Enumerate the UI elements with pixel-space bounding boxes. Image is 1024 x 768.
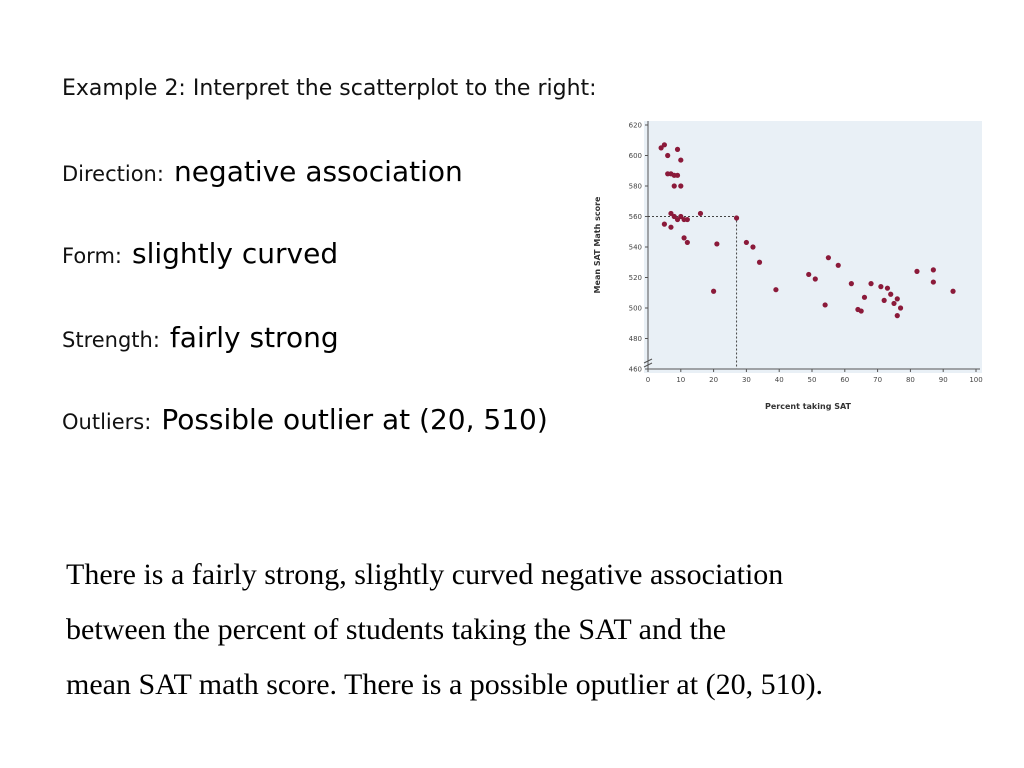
data-point	[914, 268, 920, 274]
data-point	[773, 287, 779, 293]
data-point	[661, 142, 667, 148]
strength-answer: fairly strong	[169, 321, 339, 354]
data-point	[668, 210, 674, 217]
data-point	[668, 224, 674, 230]
direction-label: Direction:	[62, 162, 164, 186]
y-tick-label: 540	[629, 244, 642, 252]
data-point	[671, 183, 677, 189]
data-point	[897, 305, 904, 311]
data-point	[858, 308, 864, 314]
summary-line-1: There is a fairly strong, slightly curve…	[66, 558, 784, 591]
y-axis-label: Mean SAT Math score	[593, 196, 602, 293]
strength-row: Strength: fairly strong	[62, 321, 339, 354]
y-tick-label: 520	[629, 274, 642, 282]
data-point	[822, 302, 828, 308]
axis-break-mark	[643, 358, 653, 368]
x-tick-label: 0	[646, 376, 650, 384]
x-tick-label: 90	[939, 376, 948, 384]
y-tick-label: 620	[629, 122, 642, 130]
x-tick-label: 10	[676, 376, 685, 384]
x-tick-label: 80	[906, 376, 915, 384]
outliers-label: Outliers:	[62, 410, 152, 434]
y-tick-label: 560	[629, 213, 642, 221]
data-point	[848, 281, 854, 287]
x-tick-label: 60	[840, 376, 849, 384]
x-tick-label: 50	[808, 376, 817, 384]
x-axis-label: Percent taking SAT	[765, 402, 852, 411]
data-point	[665, 152, 671, 159]
summary-paragraph: There is a fairly strong, slightly curve…	[66, 547, 1006, 712]
x-tick-label: 30	[742, 376, 751, 384]
data-point	[674, 216, 681, 223]
data-point	[894, 313, 900, 319]
x-tick-label: 100	[969, 376, 982, 384]
data-point	[743, 239, 749, 246]
slide-heading: Example 2: Interpret the scatterplot to …	[62, 76, 597, 101]
data-point	[661, 221, 667, 227]
data-point	[868, 281, 874, 287]
data-point	[674, 146, 681, 152]
data-point	[861, 294, 868, 300]
data-point	[950, 288, 956, 294]
data-point	[678, 213, 684, 220]
data-point	[678, 157, 684, 163]
summary-line-2: between the percent of students taking t…	[66, 613, 727, 646]
scatterplot-svg: 460 480 500 520 540 560 580 600 620 0 10 20 30 40 50 60…	[593, 121, 983, 411]
y-tick-label: 480	[629, 335, 642, 343]
y-tick-label: 580	[629, 183, 642, 191]
data-point	[697, 210, 704, 217]
y-tick-label: 600	[629, 152, 642, 160]
scatterplot: 460 480 500 520 540 560 580 600 620 0 10 20 30 40 50 60…	[586, 113, 986, 418]
x-tick-label: 20	[709, 376, 718, 384]
direction-answer: negative association	[173, 155, 463, 188]
outliers-row: Outliers: Possible outlier at (20, 510)	[62, 403, 548, 436]
data-point	[878, 284, 884, 290]
data-point	[658, 145, 664, 151]
data-point	[888, 291, 894, 297]
data-point	[671, 213, 677, 220]
data-point	[750, 244, 756, 250]
data-point	[806, 271, 812, 278]
form-label: Form:	[62, 244, 122, 268]
data-point	[812, 276, 818, 282]
data-point	[714, 241, 720, 247]
direction-row: Direction: negative association	[62, 155, 463, 188]
data-point	[825, 255, 831, 261]
data-point	[930, 279, 936, 285]
summary-line-3: mean SAT math score. There is a possible…	[66, 668, 824, 701]
x-tick-label: 70	[873, 376, 882, 384]
data-point	[684, 216, 690, 223]
form-answer: slightly curved	[131, 237, 339, 270]
data-point	[674, 172, 681, 178]
data-point	[733, 215, 740, 221]
data-point	[711, 288, 717, 294]
data-point	[678, 183, 684, 189]
data-point	[681, 235, 687, 241]
data-point	[891, 300, 897, 307]
plot-background	[644, 121, 982, 373]
y-tick-label: 500	[629, 305, 642, 313]
x-tick-label: 40	[775, 376, 784, 384]
data-point	[884, 285, 891, 291]
data-point	[894, 296, 900, 302]
outliers-answer: Possible outlier at (20, 510)	[161, 403, 548, 436]
form-row: Form: slightly curved	[62, 237, 338, 270]
data-point	[756, 259, 763, 265]
data-point	[684, 239, 690, 246]
strength-label: Strength:	[62, 328, 160, 352]
data-point	[930, 267, 936, 273]
data-point	[881, 297, 887, 303]
y-tick-label: 460	[629, 366, 642, 374]
data-point	[835, 262, 841, 268]
